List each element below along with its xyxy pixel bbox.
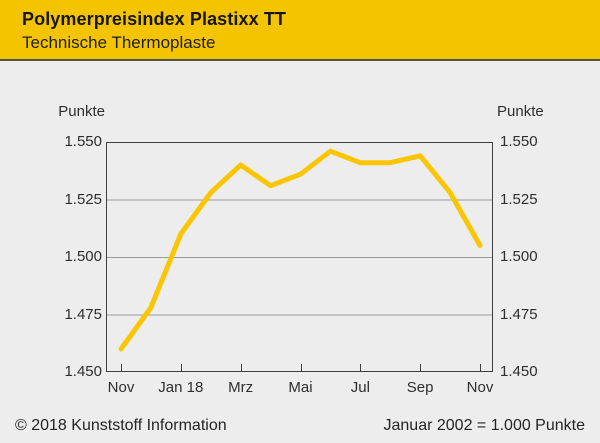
plot-svg <box>106 142 493 372</box>
y-tick-label: 1.475 <box>500 305 538 323</box>
chart-subtitle: Technische Thermoplaste <box>22 33 216 52</box>
x-tick-label: Jul <box>350 379 370 396</box>
x-tick-label: Mrz <box>228 379 254 396</box>
x-tick-label: Nov <box>107 379 135 396</box>
y-axis-unit-left: Punkte <box>58 103 105 120</box>
header: Polymerpreisindex Plastixx TT Technische… <box>0 0 600 61</box>
y-tick-label: 1.550 <box>64 133 102 150</box>
price-line <box>118 148 483 352</box>
y-tick-label: 1.450 <box>64 363 102 380</box>
y-tick-label: 1.525 <box>64 190 102 208</box>
y-tick-label: 1.500 <box>64 248 102 265</box>
y-axis-unit-right: Punkte <box>497 103 544 120</box>
x-tick-label: Nov <box>466 379 494 396</box>
index-base-note: Januar 2002 = 1.000 Punkte <box>383 417 586 434</box>
plot-border <box>106 142 493 372</box>
chart-title: Polymerpreisindex Plastixx TT <box>22 9 287 29</box>
x-tick-label: Sep <box>406 379 434 396</box>
y-tick-label: 1.475 <box>64 305 102 323</box>
y-tick-label: 1.450 <box>500 363 538 380</box>
y-tick-label: 1.500 <box>500 248 538 265</box>
copyright-text: © 2018 Kunststoff Information <box>15 417 227 434</box>
y-tick-label: 1.550 <box>500 133 538 150</box>
x-tick-label: Mai <box>288 379 313 396</box>
x-tick-label: Jan 18 <box>158 379 204 396</box>
y-tick-label: 1.525 <box>500 190 538 208</box>
